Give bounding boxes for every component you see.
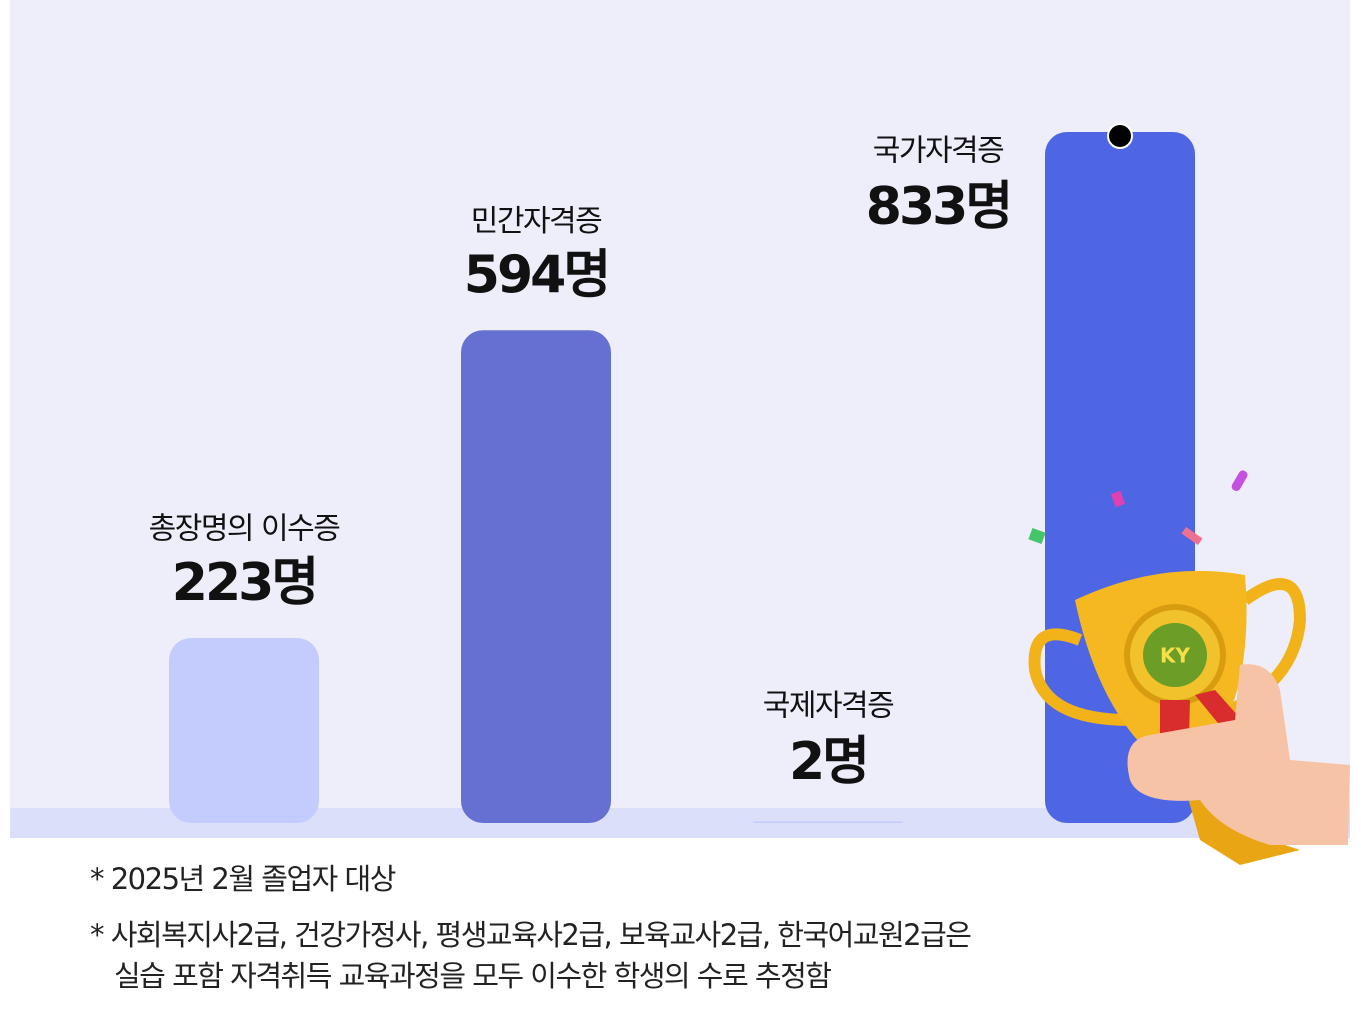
dot <box>1107 123 1133 149</box>
bar <box>753 821 903 823</box>
note: * 사회복지사2급, 건강가정사, 평생교육사2급, 보육교사2급, 한국어교원… <box>90 918 971 952</box>
note: * 2025년 2월 졸업자 대상 <box>90 862 396 896</box>
value-label: 833명 <box>866 177 1010 237</box>
category-label: 국가자격증 <box>873 134 1004 169</box>
value-label: 2명 <box>789 732 867 792</box>
svg-text:KY: KY <box>1160 644 1190 668</box>
note: 실습 포함 자격취득 교육과정을 모두 이수한 학생의 수로 추정함 <box>114 959 831 993</box>
value-label: 594명 <box>464 245 608 305</box>
trophy: KY <box>1028 470 1350 865</box>
category-label: 국제자격증 <box>763 689 894 724</box>
bar <box>169 638 319 823</box>
category-label: 총장명의 이수증 <box>149 512 340 547</box>
bar <box>461 330 611 823</box>
value-label: 223명 <box>172 553 316 613</box>
category-label: 민간자격증 <box>471 204 602 239</box>
